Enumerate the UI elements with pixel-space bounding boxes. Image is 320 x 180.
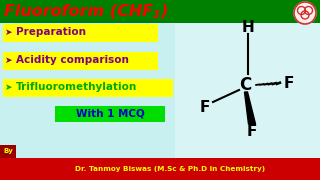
FancyBboxPatch shape (3, 52, 158, 70)
Text: Acidity comparison: Acidity comparison (16, 55, 129, 65)
Text: By: By (3, 148, 13, 154)
Text: F: F (247, 125, 257, 140)
Text: ): ) (160, 3, 167, 19)
FancyBboxPatch shape (175, 0, 320, 158)
Text: Trifluoromethylation: Trifluoromethylation (16, 82, 137, 92)
Text: F: F (200, 100, 210, 116)
FancyBboxPatch shape (0, 145, 16, 158)
Text: ➤: ➤ (5, 28, 12, 37)
Text: ➤: ➤ (5, 55, 12, 64)
Polygon shape (244, 92, 255, 124)
Text: Preparation: Preparation (16, 27, 86, 37)
Text: Dr. Tanmoy Biswas (M.Sc & Ph.D in Chemistry): Dr. Tanmoy Biswas (M.Sc & Ph.D in Chemis… (75, 166, 265, 172)
FancyBboxPatch shape (3, 79, 173, 97)
FancyBboxPatch shape (0, 158, 320, 180)
FancyBboxPatch shape (0, 0, 175, 158)
FancyBboxPatch shape (0, 0, 320, 23)
Text: ➤: ➤ (5, 82, 12, 91)
Text: 3: 3 (153, 10, 160, 19)
Circle shape (294, 2, 316, 24)
Text: F: F (284, 75, 294, 91)
Text: With 1 MCQ: With 1 MCQ (76, 109, 144, 119)
FancyBboxPatch shape (3, 24, 158, 42)
Text: Fluoroform (CHF: Fluoroform (CHF (4, 3, 153, 19)
Text: C: C (239, 76, 251, 94)
FancyBboxPatch shape (55, 106, 165, 122)
Text: H: H (242, 21, 254, 35)
